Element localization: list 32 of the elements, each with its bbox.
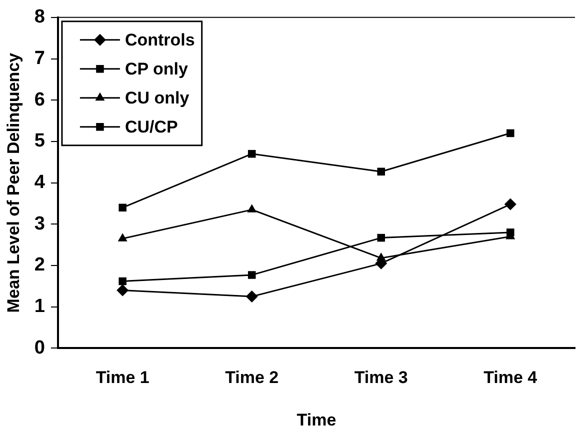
y-tick-label: 8 — [34, 6, 45, 28]
legend-label: Controls — [124, 30, 195, 50]
y-tick-label: 0 — [34, 337, 45, 358]
legend-label: CU/CP — [124, 118, 178, 137]
legend-label: CP only — [124, 60, 188, 79]
x-tick-label: Time 2 — [225, 368, 279, 388]
y-axis-title: Mean Level of Peer Delinquency — [4, 52, 23, 313]
point — [116, 284, 129, 296]
point — [377, 234, 385, 242]
point — [506, 129, 514, 138]
y-tick-label: 2 — [34, 254, 45, 276]
point — [118, 204, 126, 212]
point — [504, 198, 516, 210]
x-tick-label: Time 3 — [354, 368, 408, 388]
point — [506, 228, 514, 236]
y-tick-label: 7 — [34, 48, 45, 69]
x-tick-label: Time 1 — [96, 368, 150, 388]
y-tick-label: 3 — [34, 213, 45, 234]
point — [248, 150, 256, 158]
legend-label: CU only — [124, 88, 190, 108]
x-tick-label: Time 4 — [484, 368, 538, 388]
point — [118, 277, 126, 286]
x-axis-title: Time — [296, 410, 336, 430]
y-tick-label: 6 — [34, 89, 45, 110]
y-tick-label: 4 — [34, 172, 46, 194]
point — [377, 168, 385, 176]
point — [246, 290, 258, 303]
y-tick-label: 5 — [34, 130, 46, 152]
point — [248, 271, 256, 279]
point — [247, 204, 257, 212]
y-tick-label: 1 — [34, 296, 46, 318]
point — [118, 233, 128, 242]
